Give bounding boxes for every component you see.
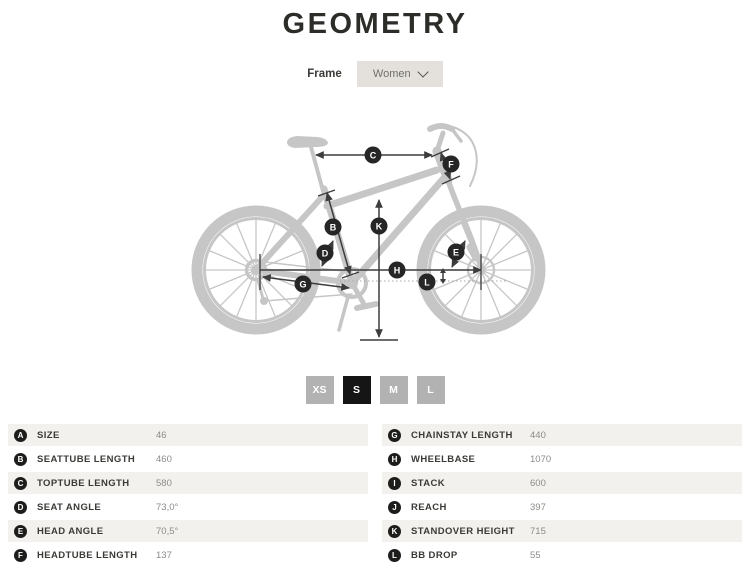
spec-row-size: A SIZE 46: [8, 424, 368, 446]
diagram-markers: C F B K D E H G L: [294, 146, 465, 293]
marker-l-letter: L: [424, 277, 430, 287]
chevron-down-icon: [416, 66, 429, 78]
spec-value: 1070: [530, 453, 552, 465]
spec-key-badge: K: [388, 524, 401, 538]
spec-value: 55: [530, 549, 541, 561]
size-selector: XS S M L: [0, 376, 750, 404]
bike-geometry-diagram: C F B K D E H G L: [191, 123, 546, 341]
marker-f: F: [442, 155, 460, 173]
marker-h-letter: H: [394, 265, 401, 275]
spec-key-badge: F: [14, 548, 27, 562]
spec-key-badge: B: [14, 452, 27, 466]
spec-row-standover: K STANDOVER HEIGHT 715: [382, 520, 742, 542]
size-button-s[interactable]: S: [342, 376, 371, 404]
spec-value: 46: [156, 429, 167, 441]
marker-k: K: [370, 217, 388, 235]
marker-d: D: [316, 244, 334, 262]
spec-label: HEADTUBE LENGTH: [37, 549, 138, 561]
measurement-arrows: [259, 148, 506, 341]
spec-value: 73,0°: [156, 501, 179, 513]
spec-row-seattube: B SEATTUBE LENGTH 460: [8, 448, 368, 470]
marker-l: L: [418, 273, 436, 291]
spec-label: TOPTUBE LENGTH: [37, 477, 130, 489]
spec-row-toptube: C TOPTUBE LENGTH 580: [8, 472, 368, 494]
spec-row-stack: I STACK 600: [382, 472, 742, 494]
spec-label: SIZE: [37, 429, 60, 441]
spec-label: CHAINSTAY LENGTH: [411, 429, 513, 441]
spec-label: HEAD ANGLE: [37, 525, 104, 537]
spec-label: STACK: [411, 477, 446, 489]
spec-key-badge: A: [14, 428, 27, 442]
spec-value: 600: [530, 477, 546, 489]
marker-b: B: [324, 218, 342, 236]
marker-e-letter: E: [453, 247, 459, 257]
spec-row-headtube: F HEADTUBE LENGTH 137: [8, 544, 368, 566]
page-title: GEOMETRY: [282, 8, 468, 40]
marker-k-letter: K: [376, 221, 383, 231]
marker-e: E: [447, 243, 465, 261]
spec-label: BB DROP: [411, 549, 458, 561]
spec-row-bb-drop: L BB DROP 55: [382, 544, 742, 566]
frame-dropdown[interactable]: Women: [356, 61, 443, 87]
spec-table-left: A SIZE 46 B SEATTUBE LENGTH 460 C TOPTUB…: [8, 424, 368, 568]
spec-label: WHEELBASE: [411, 453, 476, 465]
spec-value: 460: [156, 453, 172, 465]
spec-label: STANDOVER HEIGHT: [411, 525, 515, 537]
marker-h: H: [388, 261, 406, 279]
size-button-l[interactable]: L: [416, 376, 445, 404]
marker-g: G: [294, 275, 312, 293]
spec-value: 137: [156, 549, 172, 561]
spec-row-wheelbase: H WHEELBASE 1070: [382, 448, 742, 470]
spec-value: 70,5°: [156, 525, 179, 537]
size-button-xs[interactable]: XS: [305, 376, 334, 404]
spec-value: 715: [530, 525, 546, 537]
spec-key-badge: E: [14, 524, 27, 538]
frame-dropdown-value: Women: [372, 68, 411, 80]
frame-label: Frame: [307, 68, 342, 80]
spec-key-badge: J: [388, 500, 401, 514]
spec-key-badge: D: [14, 500, 27, 514]
marker-d-letter: D: [322, 248, 329, 258]
spec-key-badge: G: [388, 428, 401, 442]
spec-key-badge: I: [388, 476, 401, 490]
spec-key-badge: H: [388, 452, 401, 466]
marker-b-letter: B: [330, 222, 337, 232]
spec-row-seat-angle: D SEAT ANGLE 73,0°: [8, 496, 368, 518]
marker-g-letter: G: [299, 279, 306, 289]
spec-value: 440: [530, 429, 546, 441]
size-button-m[interactable]: M: [379, 376, 408, 404]
spec-label: SEAT ANGLE: [37, 501, 102, 513]
spec-label: SEATTUBE LENGTH: [37, 453, 136, 465]
marker-c-letter: C: [370, 150, 377, 160]
spec-row-head-angle: E HEAD ANGLE 70,5°: [8, 520, 368, 542]
spec-row-reach: J REACH 397: [382, 496, 742, 518]
spec-row-chainstay: G CHAINSTAY LENGTH 440: [382, 424, 742, 446]
spec-label: REACH: [411, 501, 447, 513]
marker-c: C: [364, 146, 382, 164]
spec-value: 397: [530, 501, 546, 513]
spec-table-right: G CHAINSTAY LENGTH 440 H WHEELBASE 1070 …: [382, 424, 742, 568]
spec-key-badge: C: [14, 476, 27, 490]
spec-value: 580: [156, 477, 172, 489]
spec-key-badge: L: [388, 548, 401, 562]
marker-f-letter: F: [448, 159, 454, 169]
frame-selector-row: Frame Women: [0, 60, 750, 88]
